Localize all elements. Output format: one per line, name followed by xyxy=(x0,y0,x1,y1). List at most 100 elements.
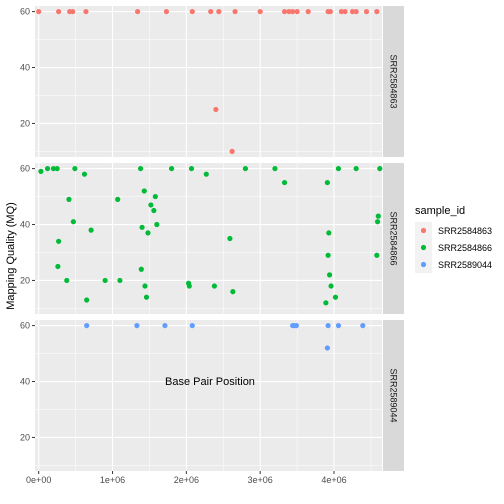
data-point xyxy=(327,8,333,15)
y-tick-label: 60 xyxy=(20,7,30,17)
x-tick-label: 2e+06 xyxy=(174,475,199,485)
facet-strip-label: SRR2584863 xyxy=(389,54,399,108)
data-point xyxy=(290,8,296,15)
facet-panel-SRR2584866: SRR2584866 xyxy=(35,163,404,314)
data-point xyxy=(377,165,383,172)
x-tick-label: 0e+00 xyxy=(26,475,51,485)
data-point xyxy=(154,221,160,228)
series-SRR2584866 xyxy=(38,165,383,306)
data-point xyxy=(117,277,123,284)
data-point xyxy=(70,219,76,225)
data-point xyxy=(353,165,359,172)
y-tick-label: 60 xyxy=(20,321,30,331)
data-point xyxy=(72,165,78,172)
legend: sample_id SRR2584863 SRR2584866 SRR2589044 xyxy=(415,205,492,273)
data-point xyxy=(286,8,292,15)
data-point xyxy=(88,227,94,233)
data-point xyxy=(137,165,144,172)
facet-strip xyxy=(383,6,404,157)
data-point xyxy=(324,179,330,186)
data-point xyxy=(257,8,263,15)
data-point xyxy=(163,8,170,15)
data-point xyxy=(50,165,57,172)
data-point xyxy=(326,230,332,236)
data-point xyxy=(38,168,44,174)
data-point xyxy=(328,283,334,289)
data-point xyxy=(84,297,90,303)
data-point xyxy=(335,322,342,329)
data-point xyxy=(135,8,141,15)
panel-background xyxy=(35,163,382,314)
data-point xyxy=(216,8,222,15)
data-point xyxy=(272,165,278,172)
facet-strip xyxy=(383,320,404,471)
legend-label: SRR2589044 xyxy=(438,260,492,270)
facet-strip-label: SRR2584866 xyxy=(389,211,399,265)
legend-marker xyxy=(420,261,427,268)
data-point xyxy=(360,322,366,329)
data-point xyxy=(162,322,168,329)
data-point xyxy=(54,165,60,172)
data-point xyxy=(374,8,380,15)
data-point xyxy=(374,252,380,258)
data-point xyxy=(230,289,236,295)
series-SRR2584863 xyxy=(36,8,380,155)
data-point xyxy=(36,8,42,15)
data-point xyxy=(56,238,62,244)
data-point xyxy=(363,8,370,15)
y-tick-label: 60 xyxy=(20,164,30,174)
data-point xyxy=(208,8,214,15)
data-point xyxy=(138,266,144,272)
legend-marker xyxy=(420,227,427,234)
y-tick-label: 40 xyxy=(20,63,30,73)
data-point xyxy=(151,207,157,214)
data-point xyxy=(211,283,218,289)
data-point xyxy=(374,219,381,225)
data-point xyxy=(141,188,147,194)
data-point xyxy=(326,272,333,278)
data-point xyxy=(186,283,192,289)
data-point xyxy=(227,235,233,242)
data-point xyxy=(115,196,121,202)
data-point xyxy=(281,8,288,15)
data-point xyxy=(83,8,89,15)
data-point xyxy=(325,322,331,329)
data-point xyxy=(203,171,209,177)
data-point xyxy=(353,8,359,15)
facet-panel-SRR2584863: SRR2584863 xyxy=(35,6,404,157)
data-point xyxy=(64,277,70,284)
y-tick-label: 20 xyxy=(20,432,30,442)
data-point xyxy=(325,252,331,258)
data-point xyxy=(335,165,342,172)
y-tick-label: 20 xyxy=(20,118,30,128)
facet-panels: SRR2584863 SRR2584866 SRR2589044 xyxy=(35,6,404,471)
data-point xyxy=(281,179,288,186)
data-point xyxy=(168,165,175,172)
data-point xyxy=(323,300,329,306)
x-tick-label: 4e+06 xyxy=(321,475,346,485)
axes: 20 40 60 20 40 60 20 40 60 0e+00 1e+06 2e+06 3e+06 4e… xyxy=(20,7,347,485)
y-axis-title: Mapping Quality (MQ) xyxy=(5,202,17,310)
legend-marker xyxy=(420,244,427,251)
data-point xyxy=(189,8,195,15)
data-point xyxy=(70,8,76,15)
data-point xyxy=(143,294,150,300)
data-point xyxy=(324,345,330,351)
legend-label: SRR2584866 xyxy=(438,243,492,253)
data-point xyxy=(134,322,140,329)
data-point xyxy=(375,213,381,219)
data-point xyxy=(349,8,356,15)
data-point xyxy=(66,196,72,202)
data-point xyxy=(342,8,348,15)
data-point xyxy=(294,8,300,15)
y-tick-label: 40 xyxy=(20,220,30,230)
facet-strip xyxy=(383,163,404,314)
data-point xyxy=(305,8,311,15)
data-point xyxy=(55,263,61,270)
data-point xyxy=(229,148,235,155)
data-point xyxy=(142,283,148,289)
y-tick-label: 40 xyxy=(20,377,30,387)
data-point xyxy=(56,8,62,15)
series-SRR2589044 xyxy=(84,322,366,351)
